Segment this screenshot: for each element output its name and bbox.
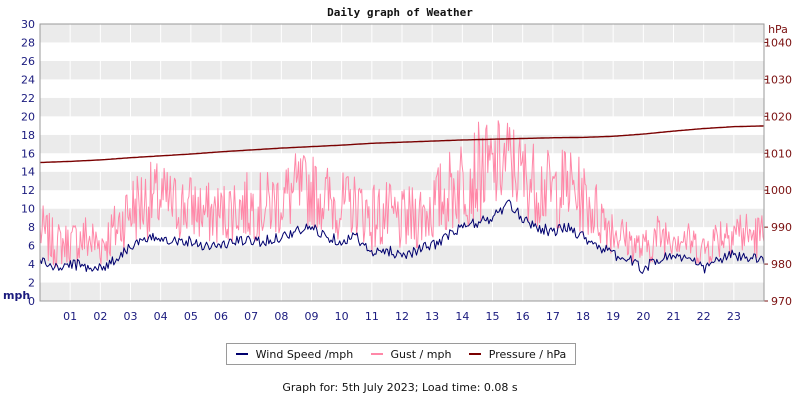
x-tick-label: 21 [667,310,681,323]
x-tick-label: 22 [697,310,711,323]
x-tick-label: 06 [214,310,228,323]
x-tick-label: 19 [606,310,620,323]
plot-frame [39,23,765,302]
left-tick-label: 8 [28,221,35,234]
x-tick-label: 08 [274,310,288,323]
x-tick-label: 03 [124,310,138,323]
x-tick-label: 12 [395,310,409,323]
left-tick-label: 18 [21,129,35,142]
left-tick-label: 6 [28,240,35,253]
right-tick-label: 980 [771,258,792,271]
x-tick-label: 07 [244,310,258,323]
series-line-wind [39,199,765,274]
right-tick-label: 1030 [764,73,792,86]
right-tick-label: 1020 [764,110,792,123]
legend-item-gust: Gust / mph [370,347,452,361]
right-axis-unit: hPa [768,23,788,36]
left-tick-label: 26 [21,55,35,68]
right-tick-label: 1040 [764,36,792,49]
right-axis-ticks: 970 980 990 1000 1010 1020 1030 1040 [764,36,792,308]
chart-title: Daily graph of Weather [327,6,473,19]
legend-item-wind: Wind Speed /mph [235,347,354,361]
legend: Wind Speed /mph Gust / mph Pressure / hP… [226,343,576,365]
series-line-pressure [39,125,765,164]
right-tick-label: 1010 [764,147,792,160]
left-tick-label: 2 [28,277,35,290]
left-axis-unit: mph [3,289,30,302]
left-tick-label: 16 [21,147,35,160]
x-tick-label: 01 [63,310,77,323]
legend-label-wind: Wind Speed /mph [255,347,354,361]
legend-swatch-wind [235,353,248,355]
left-tick-label: 24 [21,73,35,86]
x-tick-label: 13 [425,310,439,323]
x-tick-label: 09 [305,310,319,323]
x-tick-label: 15 [486,310,500,323]
x-tick-label: 17 [546,310,560,323]
left-tick-label: 12 [21,184,35,197]
left-tick-label: 0 [28,295,35,308]
series-layer [39,120,765,274]
legend-swatch-pressure [468,353,481,355]
x-tick-label: 04 [154,310,168,323]
x-tick-label: 02 [93,310,107,323]
footer-text: Graph for: 5th July 2023; Load time: 0.0… [282,381,518,394]
left-tick-label: 20 [21,110,35,123]
x-tick-label: 16 [516,310,530,323]
right-tick-label: 1000 [764,184,792,197]
right-tick-label: 990 [771,221,792,234]
left-tick-label: 4 [28,258,35,271]
legend-swatch-gust [370,353,383,355]
x-tick-label: 23 [727,310,741,323]
legend-label-gust: Gust / mph [390,347,452,361]
left-tick-label: 22 [21,92,35,105]
left-tick-label: 30 [21,18,35,31]
x-tick-label: 11 [365,310,379,323]
series-line-gust [39,120,765,268]
legend-item-pressure: Pressure / hPa [468,347,567,361]
legend-label-pressure: Pressure / hPa [488,347,567,361]
x-tick-label: 14 [455,310,469,323]
left-tick-label: 28 [21,36,35,49]
x-tick-label: 10 [335,310,349,323]
x-tick-label: 20 [636,310,650,323]
grid-bands [40,24,764,301]
x-tick-label: 05 [184,310,198,323]
right-tick-label: 970 [771,295,792,308]
left-tick-label: 10 [21,203,35,216]
x-axis-ticks: 01 02 03 04 05 06 07 08 09 10 11 12 13 14 15 16 17 18 19 20… [63,310,741,323]
left-tick-label: 14 [21,166,35,179]
x-tick-label: 18 [576,310,590,323]
